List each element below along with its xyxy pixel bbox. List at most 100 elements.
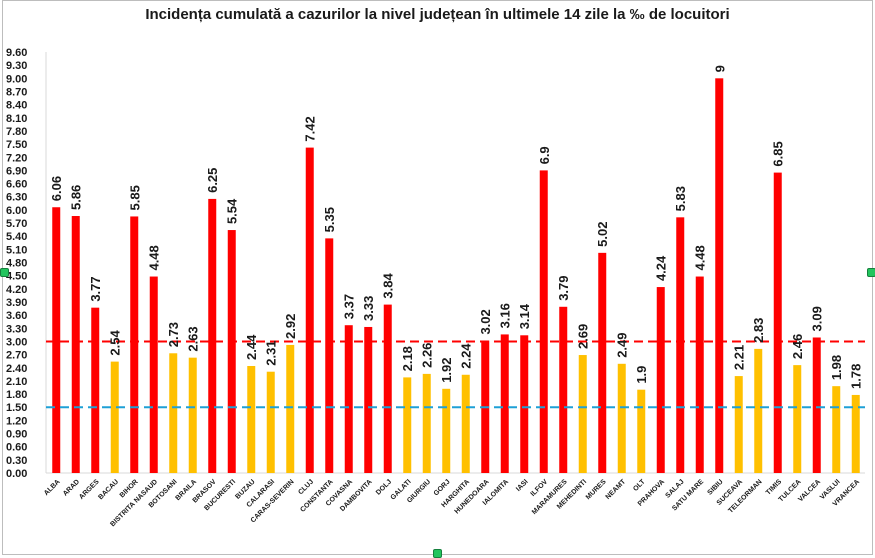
bar: [793, 365, 802, 473]
bar-value-label: 6.9: [537, 146, 552, 164]
bar: [71, 216, 80, 473]
x-tick-label: SIBIU: [707, 478, 725, 496]
bar: [403, 377, 412, 473]
bar-value-label: 1.9: [634, 366, 649, 384]
bar: [208, 198, 217, 474]
bar-value-label: 4.24: [654, 255, 669, 281]
bar-value-label: 2.24: [459, 343, 474, 369]
bar-value-label: 2.49: [615, 332, 630, 357]
x-tick-label: BACAU: [97, 478, 120, 501]
bar-value-label: 2.69: [576, 324, 591, 349]
bar-value-label: 2.63: [186, 326, 201, 351]
bar-value-label: 2.18: [400, 346, 415, 371]
bar: [149, 276, 158, 473]
bar-value-label: 6.25: [205, 168, 220, 193]
bar-value-label: 9: [712, 65, 727, 72]
bar: [617, 363, 626, 473]
bar-value-label: 5.86: [69, 185, 84, 210]
bar-value-label: 2.26: [420, 343, 435, 368]
bar: [364, 326, 373, 473]
bar-value-label: 2.54: [108, 330, 123, 356]
y-tick-label: 1.50: [6, 402, 27, 414]
bar: [598, 252, 607, 473]
bar: [110, 361, 119, 473]
y-tick-label: 6.00: [6, 205, 27, 217]
bar-value-label: 3.16: [498, 303, 513, 328]
bar: [500, 334, 509, 473]
x-tick-label: HUNEDOARA: [454, 478, 491, 515]
y-tick-label: 8.40: [6, 100, 27, 112]
reference-lines: [46, 340, 865, 409]
y-tick-label: 0.30: [6, 455, 27, 467]
y-tick-label: 1.80: [6, 389, 27, 401]
bar: [520, 335, 529, 473]
bar: [559, 306, 568, 473]
bar-value-label: 2.73: [166, 322, 181, 347]
bar: [734, 376, 743, 473]
y-tick-label: 9.00: [6, 73, 27, 85]
resize-handle-right[interactable]: [867, 268, 875, 277]
bar-value-label: 5.85: [127, 185, 142, 210]
bar: [442, 388, 451, 473]
bar: [286, 344, 295, 473]
bar-value-label: 3.79: [556, 275, 571, 300]
bar-value-label: 2.92: [283, 314, 298, 339]
x-tick-label: ALBA: [43, 478, 62, 497]
bar: [812, 337, 821, 473]
bar-value-label: 2.44: [244, 334, 259, 360]
x-tick-label: MURES: [585, 478, 608, 501]
bar-value-label: 2.31: [264, 340, 279, 365]
bar-value-label: 5.54: [225, 198, 240, 224]
y-tick-label: 3.00: [6, 336, 27, 348]
bar: [422, 373, 431, 473]
bar: [188, 357, 197, 473]
bar-value-label: 2.21: [732, 345, 747, 370]
y-tick-label: 6.90: [6, 165, 27, 177]
bar: [832, 386, 841, 473]
y-tick-label: 9.60: [6, 47, 27, 59]
bar: [52, 207, 61, 473]
value-labels: 6.06 5.86 3.77 2.54 5.85 4.48 2.73 2.63 6.25 5.54…: [49, 65, 864, 389]
bar: [247, 365, 256, 473]
bar-value-label: 1.98: [829, 355, 844, 380]
y-tick-label: 4.20: [6, 284, 27, 296]
y-tick-label: 7.50: [6, 139, 27, 151]
bar-value-label: 1.92: [439, 357, 454, 382]
bar-value-label: 3.37: [342, 294, 357, 319]
bar: [715, 78, 724, 473]
x-tick-label: OLT: [632, 478, 647, 493]
bar-value-label: 5.02: [595, 222, 610, 247]
x-tick-label: CLUJ: [297, 478, 315, 496]
y-tick-label: 7.80: [6, 126, 27, 138]
resize-handle-left[interactable]: [0, 268, 9, 277]
bar-value-label: 4.48: [693, 245, 708, 270]
bar: [656, 287, 665, 473]
bar-value-label: 5.35: [322, 207, 337, 232]
y-tick-label: 2.40: [6, 363, 27, 375]
bar-value-label: 3.33: [361, 296, 376, 321]
bar: [169, 353, 178, 473]
y-tick-label: 0.00: [6, 468, 27, 480]
bar-value-label: 2.46: [790, 334, 805, 359]
y-tick-label: 3.30: [6, 323, 27, 335]
y-tick-label: 5.40: [6, 231, 27, 243]
x-tick-label: NEAMT: [605, 478, 628, 501]
y-tick-label: 7.20: [6, 152, 27, 164]
y-tick-label: 0.60: [6, 442, 27, 454]
y-tick-label: 3.90: [6, 297, 27, 309]
bar-value-label: 1.78: [849, 364, 864, 389]
bar: [773, 172, 782, 474]
bar-value-label: 3.14: [517, 303, 532, 329]
bar: [130, 216, 139, 473]
y-tick-label: 2.70: [6, 350, 27, 362]
bar-value-label: 3.77: [88, 276, 103, 301]
bar: [578, 355, 587, 473]
bar: [227, 230, 236, 473]
bar-value-label: 6.85: [771, 141, 786, 166]
bar-value-label: 3.09: [810, 306, 825, 331]
x-tick-label: DOLJ: [375, 478, 393, 496]
y-tick-label: 5.70: [6, 218, 27, 230]
x-tick-label: TIMIS: [765, 478, 783, 496]
